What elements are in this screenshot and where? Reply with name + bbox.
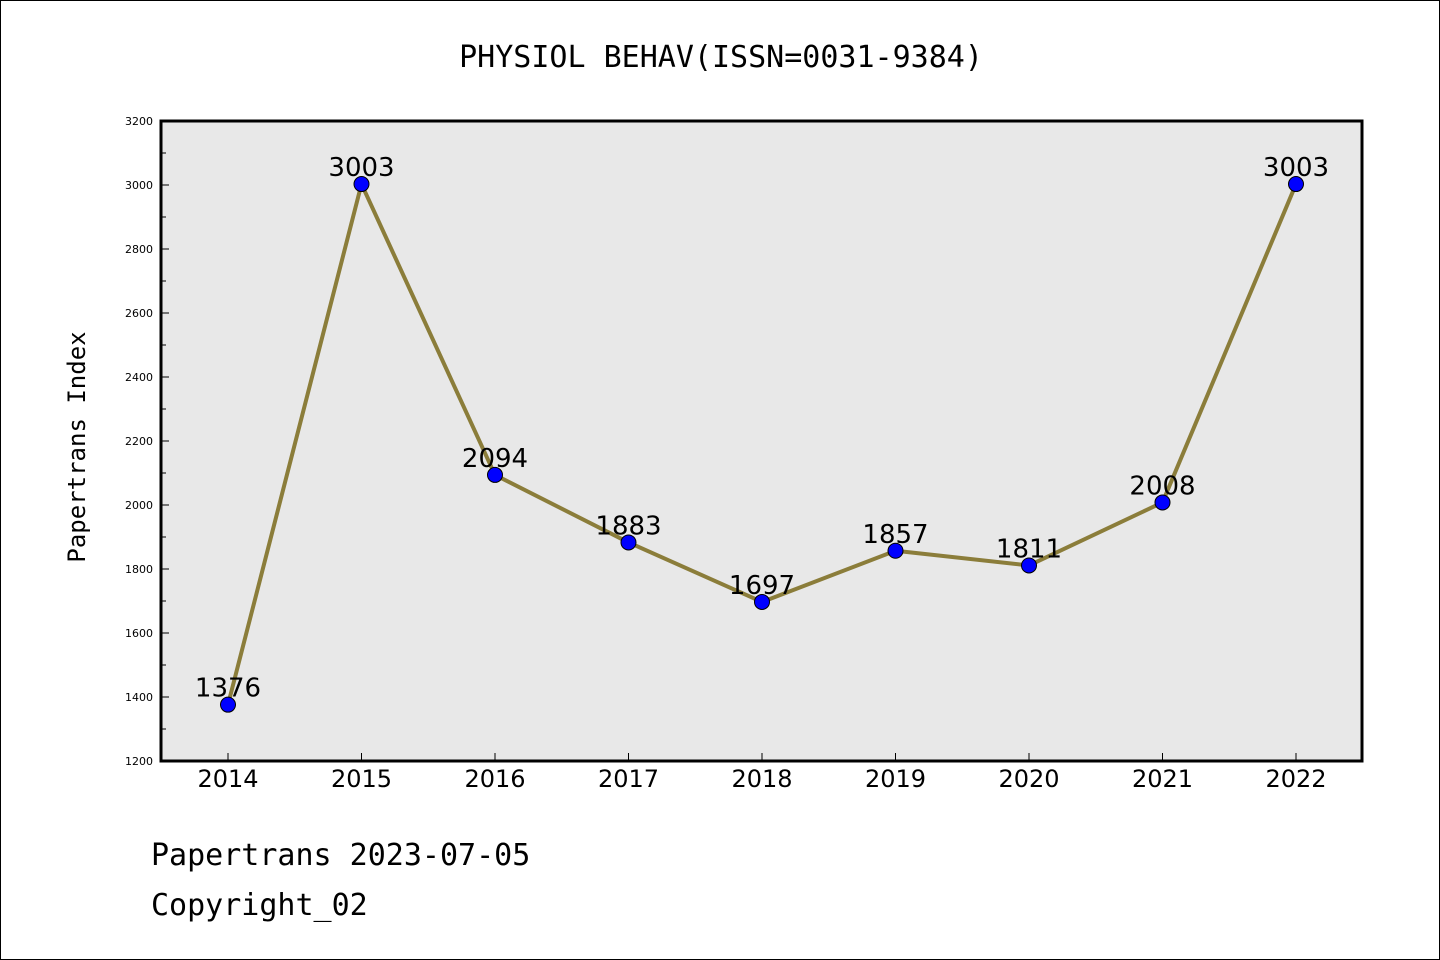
x-tick-label: 2016 <box>464 765 525 793</box>
x-axis-ticks: 2014 2015 2016 2017 2018 2019 2020 2021 2022 <box>197 753 1327 793</box>
plot-area <box>161 121 1362 761</box>
footer-date: Papertrans 2023-07-05 <box>151 838 530 873</box>
x-tick-label: 2017 <box>598 765 659 793</box>
x-tick-label: 2018 <box>731 765 792 793</box>
data-point <box>887 542 904 559</box>
data-point <box>353 176 370 193</box>
data-label: 1697 <box>729 571 795 601</box>
data-point <box>1021 557 1037 574</box>
y-tick-label: 2800 <box>125 243 153 256</box>
data-point <box>1154 494 1171 511</box>
data-label: 3003 <box>328 153 394 183</box>
y-tick-label: 1600 <box>125 627 153 640</box>
data-markers <box>220 176 1304 713</box>
data-point <box>1288 176 1304 193</box>
data-labels: 1376 3003 2094 1883 1697 1857 1811 2008 3003 <box>195 153 1329 704</box>
chart-title: PHYSIOL BEHAV(ISSN=0031-9384) <box>459 40 983 75</box>
y-tick-label: 1800 <box>125 563 153 576</box>
y-tick-label: 2000 <box>125 499 153 512</box>
data-label: 2008 <box>1129 471 1195 501</box>
x-tick-label: 2014 <box>197 765 258 793</box>
data-label: 1376 <box>195 674 261 704</box>
y-axis-label: Papertrans Index <box>63 331 91 562</box>
x-tick-label: 2015 <box>331 765 392 793</box>
data-point <box>487 466 503 483</box>
x-tick-label: 2022 <box>1265 765 1326 793</box>
y-tick-label: 2200 <box>125 435 153 448</box>
y-tick-label: 1200 <box>125 755 153 768</box>
data-label: 1857 <box>862 520 928 550</box>
x-tick-label: 2019 <box>865 765 926 793</box>
data-label: 3003 <box>1263 153 1329 183</box>
y-axis-ticks: 1200 1400 1600 1800 2000 2200 2400 2600 2800 3000… <box>125 115 169 768</box>
x-tick-label: 2020 <box>998 765 1059 793</box>
data-label: 1883 <box>595 511 661 541</box>
data-label: 2094 <box>462 444 528 474</box>
data-label: 1811 <box>996 534 1062 564</box>
footer-copyright: Copyright_02 <box>151 888 368 923</box>
y-tick-label: 2400 <box>125 371 153 384</box>
y-tick-label: 3200 <box>125 115 153 128</box>
plot-border <box>159 119 1364 763</box>
y-tick-label: 1400 <box>125 691 153 704</box>
x-tick-label: 2021 <box>1132 765 1193 793</box>
data-point <box>220 696 236 713</box>
data-point <box>754 593 770 610</box>
data-point <box>620 534 637 551</box>
y-tick-label: 3000 <box>125 179 153 192</box>
y-tick-label: 2600 <box>125 307 153 320</box>
